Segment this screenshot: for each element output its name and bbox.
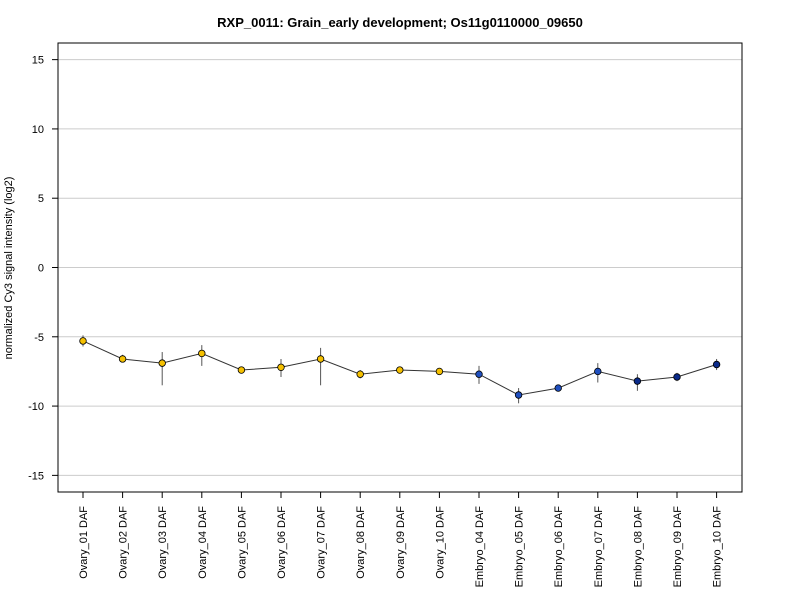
y-tick-label: 15	[32, 55, 44, 67]
x-tick-label: Embryo_04 DAF	[474, 506, 486, 588]
x-tick-label: Ovary_07 DAF	[316, 506, 328, 579]
data-point	[435, 367, 444, 376]
grid-lines	[58, 59, 742, 476]
x-tick-label: Ovary_08 DAF	[355, 506, 367, 579]
x-tick-label: Ovary_09 DAF	[395, 506, 407, 579]
x-tick-label: Ovary_04 DAF	[197, 506, 209, 579]
data-point	[277, 363, 285, 371]
data-point	[633, 377, 642, 385]
x-tick-label: Embryo_08 DAF	[632, 506, 644, 588]
data-point	[158, 359, 166, 367]
x-tick-label: Embryo_09 DAF	[672, 506, 684, 588]
data-point	[554, 384, 562, 392]
data-point	[475, 370, 483, 378]
x-tick-label: Ovary_06 DAF	[276, 506, 288, 579]
y-tick-label: 10	[32, 124, 44, 136]
data-point	[712, 360, 721, 369]
x-tick-label: Ovary_02 DAF	[118, 506, 130, 579]
y-tick-label: -5	[34, 332, 44, 344]
x-tick-label: Embryo_05 DAF	[514, 506, 526, 588]
data-point	[316, 355, 325, 363]
y-tick-label: -15	[28, 470, 44, 482]
data-point	[514, 391, 523, 399]
y-tick-label: 0	[38, 263, 44, 275]
data-points	[79, 337, 721, 399]
data-point	[198, 349, 206, 358]
data-point	[356, 370, 364, 378]
data-point	[79, 337, 87, 345]
chart-title: RXP_0011: Grain_early development; Os11g…	[217, 15, 583, 30]
data-point	[673, 373, 681, 381]
x-tick-label: Embryo_10 DAF	[712, 506, 724, 588]
y-tick-label: 5	[38, 193, 44, 205]
data-point	[237, 366, 246, 374]
x-tick-label: Ovary_01 DAF	[78, 506, 90, 579]
x-axis: Ovary_01 DAF Ovary_02 DAF Ovary_03 DAF Ovar…	[78, 492, 724, 587]
x-tick-label: Ovary_05 DAF	[236, 506, 248, 579]
y-axis-label: normalized Cy3 signal intensity (log2)	[3, 177, 15, 360]
data-point	[118, 355, 127, 363]
x-tick-label: Embryo_07 DAF	[593, 506, 605, 588]
x-tick-label: Embryo_06 DAF	[553, 506, 565, 588]
y-tick-label: -10	[28, 401, 44, 413]
x-tick-label: Ovary_03 DAF	[157, 506, 169, 579]
y-axis: -15 -10 -5 0 5 10 15	[28, 55, 58, 482]
data-point	[594, 367, 602, 376]
data-point	[396, 366, 404, 374]
x-tick-label: Ovary_10 DAF	[434, 506, 446, 579]
